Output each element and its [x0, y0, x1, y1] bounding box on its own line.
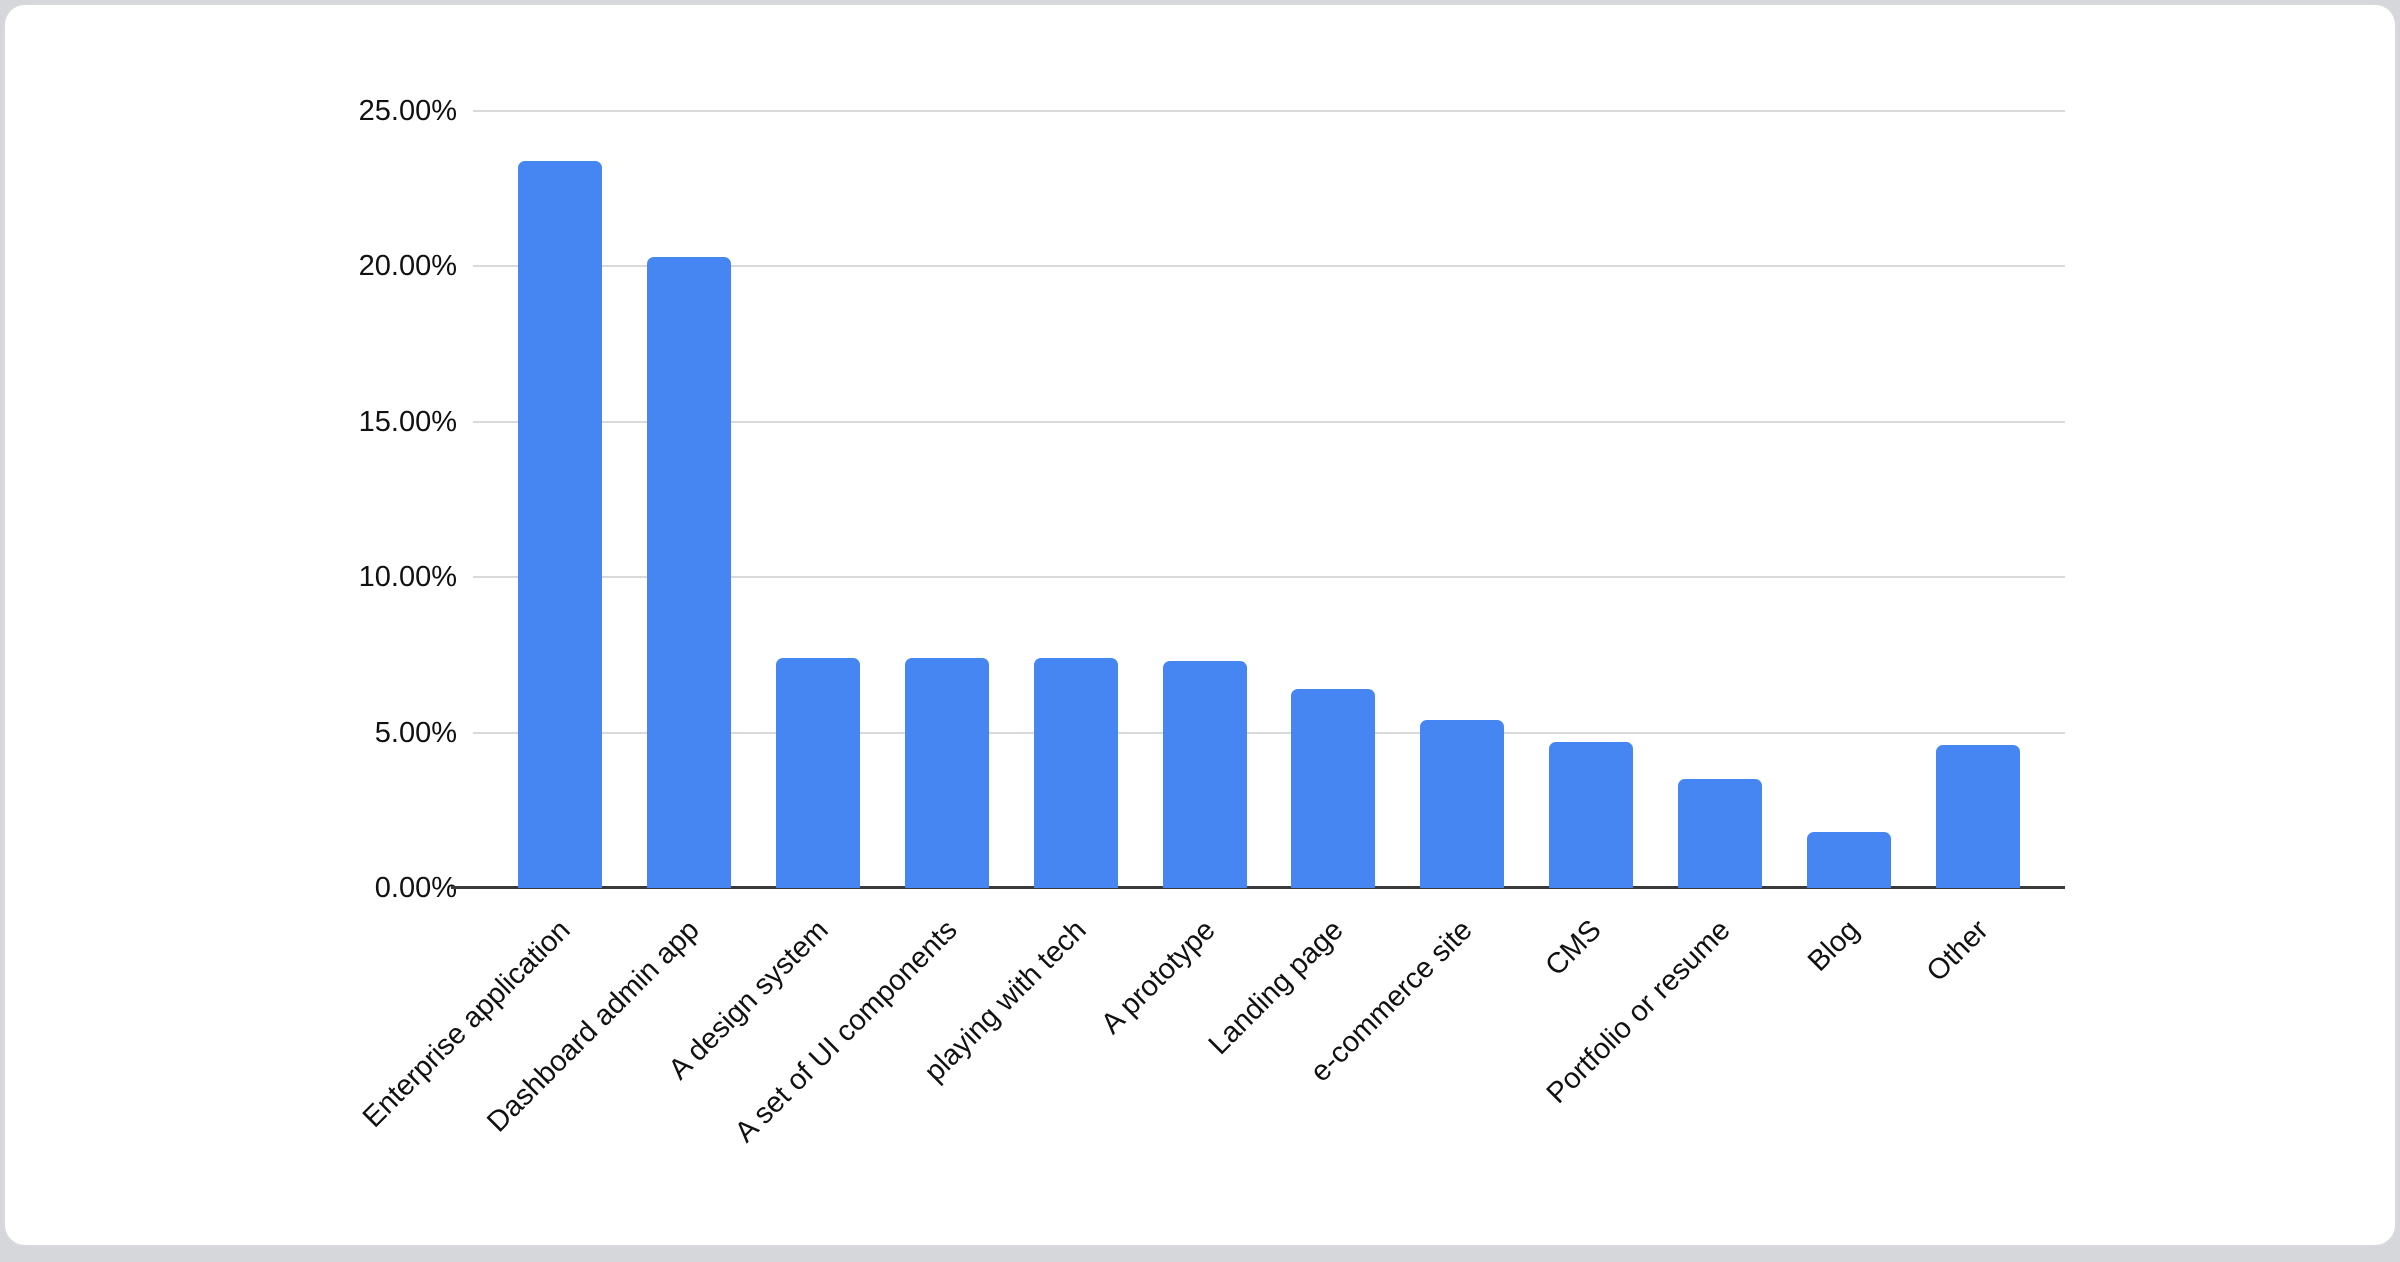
- bar-playing-with-tech[interactable]: [1034, 658, 1118, 888]
- bar-other[interactable]: [1936, 745, 2020, 888]
- bar-a-design-system[interactable]: [776, 658, 860, 888]
- bar-cms[interactable]: [1549, 742, 1633, 888]
- bar-a-set-of-ui-components[interactable]: [905, 658, 989, 888]
- bar-portfolio-or-resume[interactable]: [1678, 779, 1762, 888]
- bar-enterprise-application[interactable]: [518, 161, 602, 888]
- y-axis-tick-label: 20.00%: [175, 249, 457, 283]
- bar-chart-plot-area: 25.00%20.00%15.00%10.00%5.00%0.00%Enterp…: [5, 5, 2395, 1245]
- y-axis-tick-label: 15.00%: [175, 405, 457, 439]
- chart-card: 25.00%20.00%15.00%10.00%5.00%0.00%Enterp…: [3, 3, 2397, 1247]
- bar-e-commerce-site[interactable]: [1420, 720, 1504, 888]
- y-axis-tick-label: 25.00%: [175, 94, 457, 128]
- bar-landing-page[interactable]: [1291, 689, 1375, 888]
- bar-blog[interactable]: [1807, 832, 1891, 888]
- gridline: [473, 110, 2065, 112]
- y-axis-tick-label: 0.00%: [175, 871, 457, 905]
- bar-dashboard-admin-app[interactable]: [647, 257, 731, 888]
- bar-a-prototype[interactable]: [1163, 661, 1247, 888]
- y-axis-tick-label: 10.00%: [175, 560, 457, 594]
- y-axis-tick-label: 5.00%: [175, 716, 457, 750]
